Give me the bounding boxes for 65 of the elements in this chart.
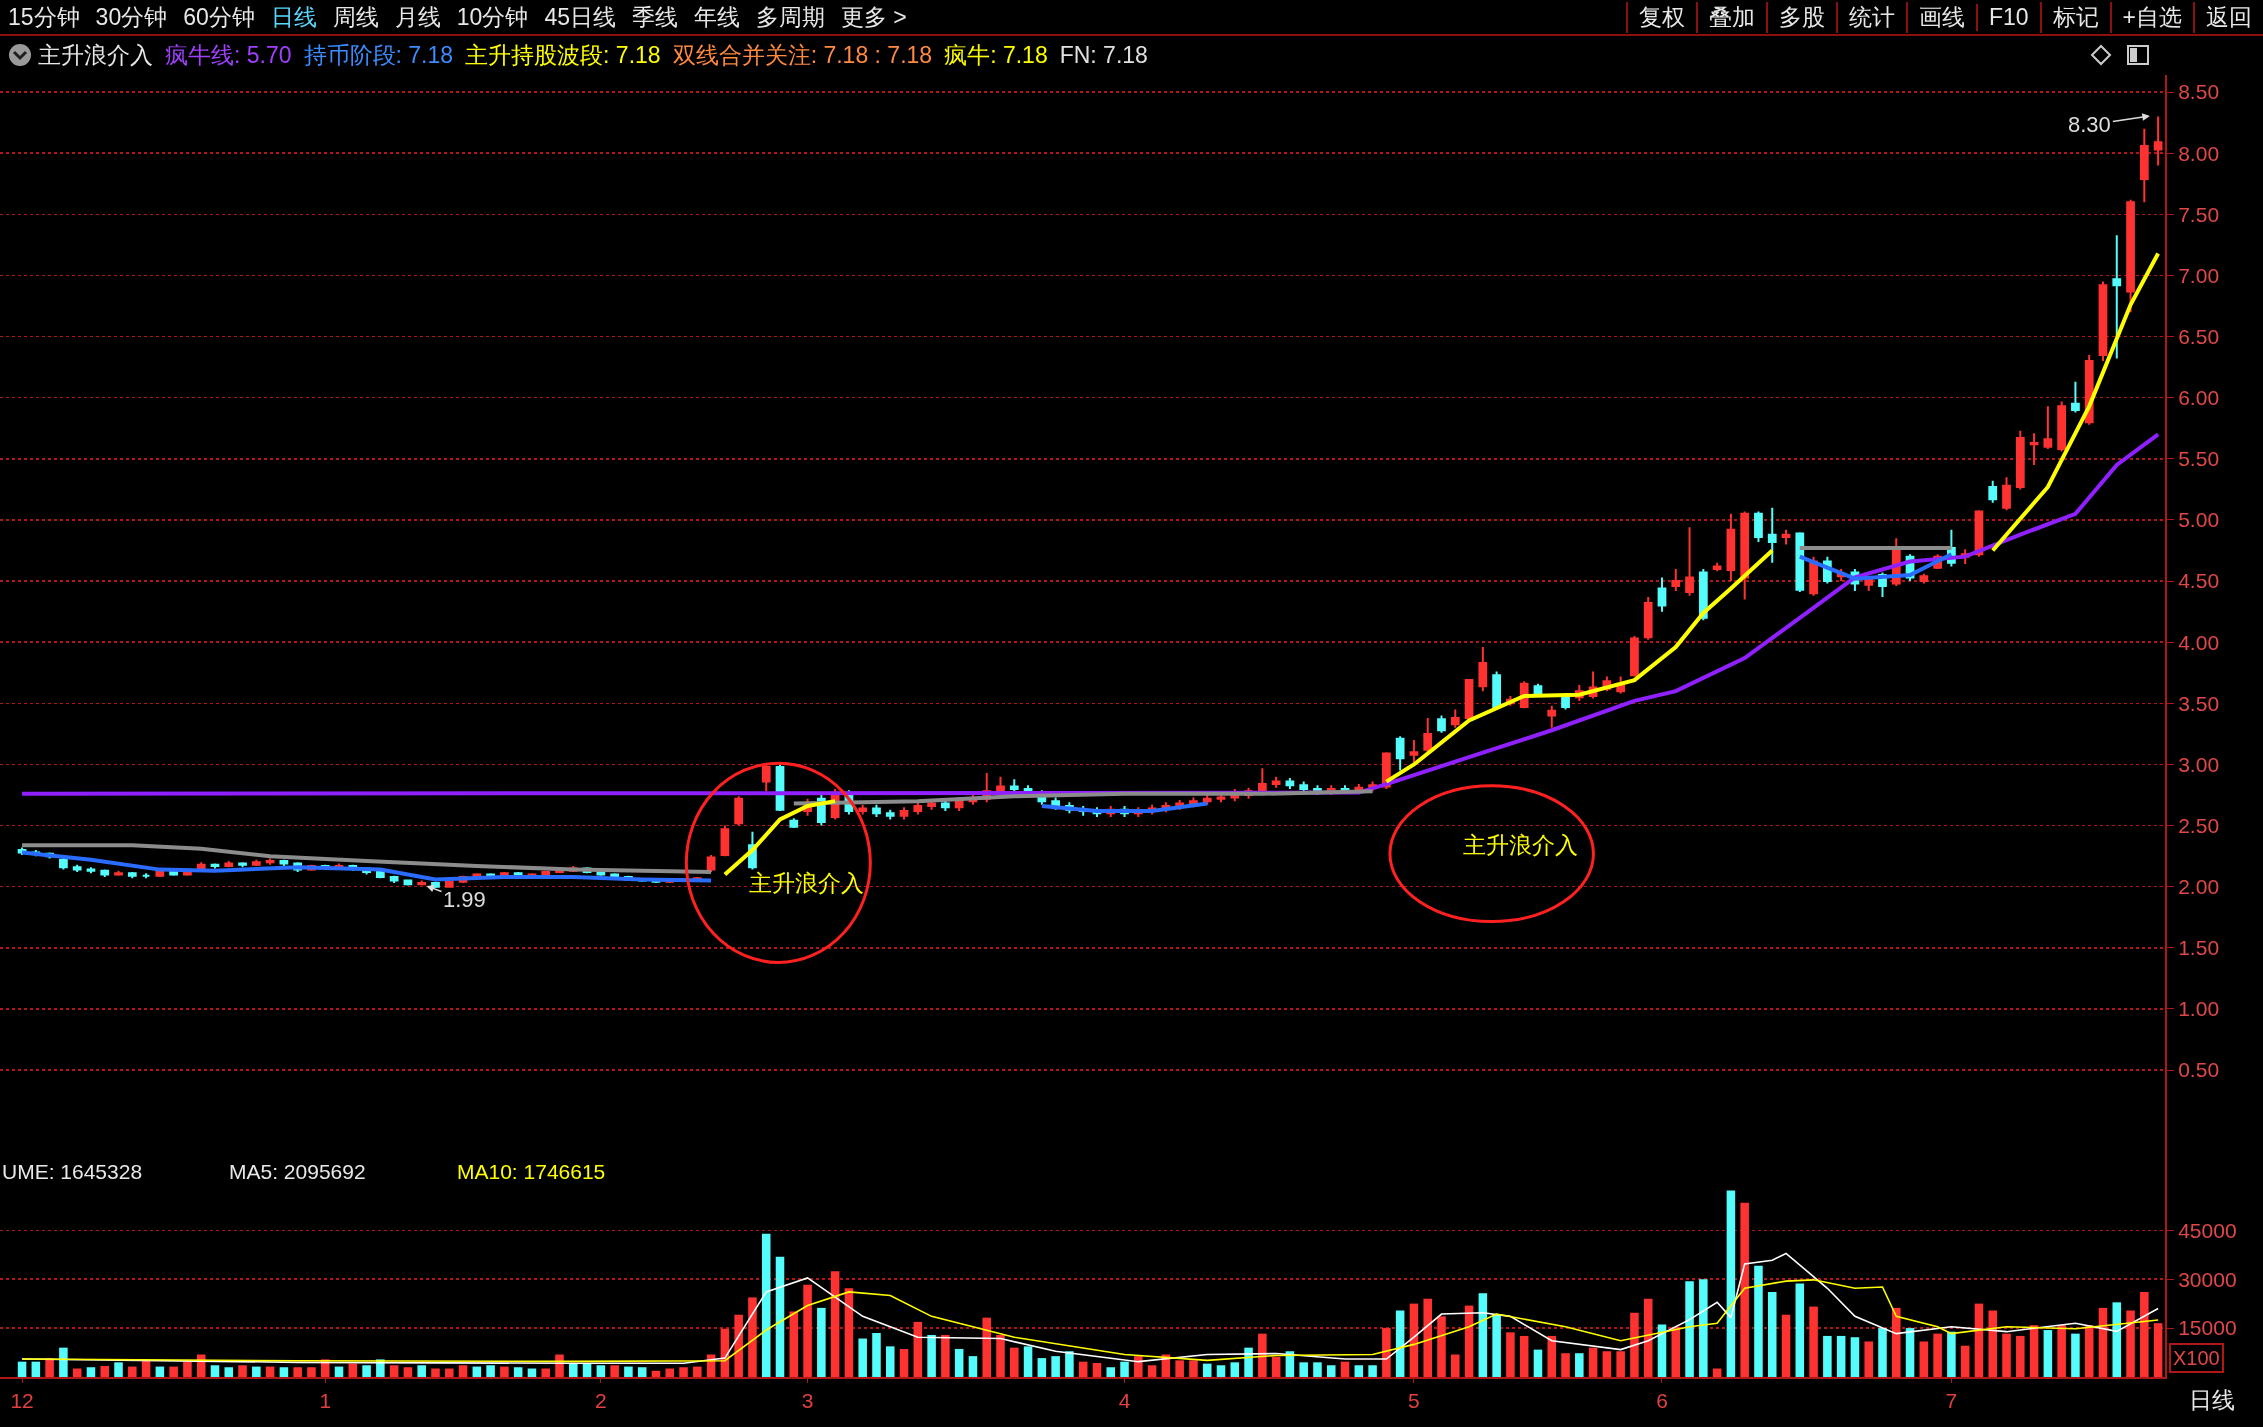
y-tick-label: 5.50 <box>2178 447 2220 471</box>
text: 画线 <box>1905 1 1976 33</box>
annotation: 1.99 <box>443 887 486 912</box>
y-tick-label: 6.50 <box>2178 324 2220 348</box>
annotation: MA10: 1746615 <box>457 1160 606 1183</box>
x-tick-label: 1 <box>319 1389 332 1413</box>
text: 标记 <box>2039 1 2110 33</box>
y-tick-label: 1.50 <box>2178 936 2220 960</box>
y-tick-label: 7.50 <box>2178 202 2220 226</box>
text: 疯牛线: 5.70 <box>165 40 292 70</box>
y-tick-label: 8.50 <box>2178 80 2220 104</box>
text: 疯牛: 7.18 <box>944 40 1048 70</box>
text: FN: 7.18 <box>1059 41 1148 69</box>
y-tick-label: 2.50 <box>2178 813 2220 837</box>
text: 主升持股波段: 7.18 <box>465 40 661 70</box>
y-tick-label: 4.00 <box>2178 630 2220 654</box>
text: 日线 <box>269 2 318 32</box>
y-tick-label: 1.00 <box>2178 997 2220 1021</box>
text: 日线 <box>2189 1387 2235 1413</box>
x-tick-label: 2 <box>595 1389 607 1413</box>
annotation: MA5: 2095692 <box>229 1160 366 1183</box>
text: 返回 <box>2193 1 2263 33</box>
y-tick-label: 3.00 <box>2178 752 2220 776</box>
x-tick-label: 3 <box>801 1389 814 1413</box>
text: 年线 <box>692 2 741 32</box>
x-tick-label: 7 <box>1945 1389 1958 1413</box>
text: X100 <box>2173 1347 2220 1369</box>
x-tick-label: 4 <box>1118 1389 1131 1413</box>
text: F10 <box>1975 3 2040 31</box>
annotation: 主升浪介入 <box>749 870 864 896</box>
y-tick-label: 7.00 <box>2178 263 2220 287</box>
text: 叠加 <box>1695 1 1766 33</box>
annotation: UME: 1645328 <box>2 1160 143 1183</box>
text: 复权 <box>1625 1 1696 33</box>
text: +自选 <box>2109 1 2193 33</box>
y-tick-label: 5.00 <box>2178 508 2220 532</box>
text: 周线 <box>331 2 380 32</box>
text: 月线 <box>393 2 442 32</box>
y-tick-label: 15000 <box>2178 1316 2237 1340</box>
text: 15分钟 <box>7 2 81 32</box>
text: 多周期 <box>754 2 826 32</box>
x-tick-label: 5 <box>1408 1389 1420 1413</box>
y-tick-label: 6.00 <box>2178 386 2220 410</box>
text: 10分钟 <box>455 2 530 32</box>
text: 45日线 <box>543 2 617 32</box>
text: 30分钟 <box>94 2 169 32</box>
text: 多股 <box>1765 1 1836 33</box>
text: 更多 > <box>839 2 908 32</box>
x-tick-label: 6 <box>1656 1389 1668 1413</box>
text: 季线 <box>630 2 679 32</box>
y-tick-label: 45000 <box>2178 1218 2237 1242</box>
y-tick-label: 4.50 <box>2178 569 2220 593</box>
annotation: 8.30 <box>2068 112 2111 137</box>
y-tick-label: 2.00 <box>2178 875 2220 899</box>
x-tick-label: 12 <box>10 1389 34 1413</box>
y-tick-label: 30000 <box>2178 1267 2237 1291</box>
chart-title: 主升浪介入 <box>38 40 153 70</box>
text: 双线合并关注: 7.18 : 7.18 <box>672 40 933 70</box>
text: 60分钟 <box>182 2 256 32</box>
y-tick-label: 3.50 <box>2178 691 2220 715</box>
annotation: 主升浪介入 <box>1463 832 1578 858</box>
text: 统计 <box>1835 1 1906 33</box>
y-tick-label: 8.00 <box>2178 141 2220 165</box>
y-tick-label: 0.50 <box>2178 1058 2220 1082</box>
text: 持币阶段: 7.18 <box>303 40 454 70</box>
